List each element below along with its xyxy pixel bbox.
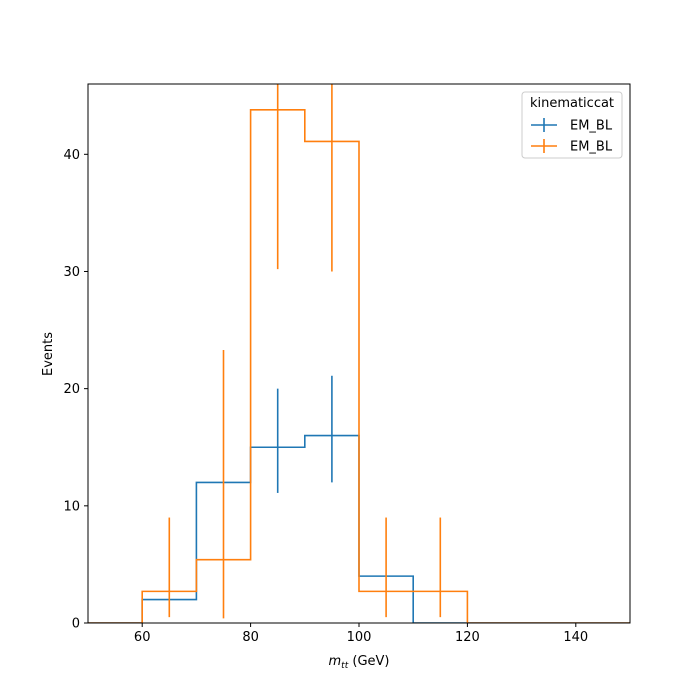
x-axis-label-subscript: tt <box>341 661 349 671</box>
x-tick-label: 140 <box>563 630 588 645</box>
x-tick-label: 60 <box>134 630 151 645</box>
x-tick-label: 100 <box>347 630 372 645</box>
series-layer <box>88 84 630 623</box>
legend-entry-label: EM_BL <box>570 140 613 155</box>
legend-box <box>521 91 623 159</box>
x-tick-label: 120 <box>455 630 480 645</box>
series-step-line <box>88 434 630 623</box>
y-tick-label: 30 <box>63 265 80 280</box>
y-axis-label: Events <box>41 332 56 376</box>
y-tick-label: 10 <box>63 499 80 514</box>
x-tick-label: 80 <box>242 630 259 645</box>
legend-title: kinematiccat <box>530 96 614 111</box>
x-axis-label-unit: (GeV) <box>348 654 389 669</box>
axes-layer: 60 80 100 120 140 0 10 20 30 40 <box>63 148 588 645</box>
y-tick-label: 0 <box>72 617 80 632</box>
legend-entry-label: EM_BL <box>570 119 613 134</box>
legend: kinematiccat EM_BL EM_BL <box>521 91 623 159</box>
series-step-line <box>88 108 630 623</box>
x-axis-label: mtt (GeV) <box>329 654 390 671</box>
x-axis-label-main: m <box>329 654 342 669</box>
y-tick-label: 20 <box>63 382 80 397</box>
y-tick-label: 40 <box>63 148 80 163</box>
